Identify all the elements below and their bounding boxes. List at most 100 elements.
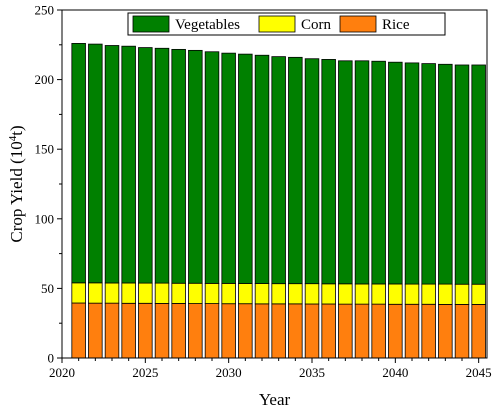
legend-swatch-vegetables — [132, 15, 170, 33]
bar-corn-2038 — [354, 283, 370, 305]
bar-rice-2044 — [454, 304, 470, 359]
y-tick-label-250: 250 — [35, 3, 55, 18]
bar-rice-2034 — [288, 303, 303, 359]
bar-vegetables-2021 — [71, 43, 86, 284]
bar-vegetables-2043 — [438, 63, 453, 285]
bar-corn-2022 — [88, 282, 103, 304]
legend-swatch-corn — [258, 15, 296, 33]
bar-vegetables-2023 — [104, 45, 120, 284]
bar-corn-2042 — [421, 283, 436, 305]
legend-label-corn: Corn — [301, 17, 332, 33]
bar-rice-2021 — [71, 302, 86, 359]
bar-vegetables-2045 — [471, 64, 486, 285]
x-tick-label-2045: 2045 — [466, 365, 492, 380]
bar-corn-2026 — [154, 282, 170, 304]
bar-corn-2043 — [438, 283, 453, 305]
bar-corn-2037 — [338, 283, 353, 305]
bar-rice-2037 — [338, 303, 353, 359]
bar-rice-2029 — [204, 303, 220, 359]
bar-vegetables-2033 — [271, 56, 286, 285]
bar-vegetables-2039 — [371, 60, 386, 285]
bar-corn-2032 — [254, 283, 270, 305]
x-tick-label-2025: 2025 — [132, 365, 158, 380]
y-axis-title-superscript: 4 — [7, 135, 19, 141]
bar-vegetables-2042 — [421, 63, 436, 285]
bar-vegetables-2028 — [188, 49, 203, 284]
bar-vegetables-2037 — [338, 60, 353, 285]
bar-rice-2039 — [371, 303, 386, 359]
y-axis-title-unit: t) — [7, 125, 26, 135]
bar-corn-2031 — [238, 283, 253, 305]
bar-corn-2025 — [138, 282, 153, 304]
x-tick-label-2030: 2030 — [216, 365, 242, 380]
y-tick-label-100: 100 — [35, 211, 55, 226]
y-axis: 0 50 100 150 200 250 — [35, 3, 62, 366]
bar-rice-2043 — [438, 304, 453, 359]
bars-layer — [71, 43, 486, 359]
legend-swatch-rice — [339, 15, 377, 33]
bar-rice-2033 — [271, 303, 286, 359]
bar-corn-2033 — [271, 283, 286, 305]
bar-rice-2026 — [154, 303, 170, 359]
bar-vegetables-2034 — [288, 56, 303, 285]
x-axis: 2020 2025 2030 2035 2040 2045 — [49, 358, 492, 380]
x-tick-label-2040: 2040 — [382, 365, 408, 380]
legend-label-rice: Rice — [382, 17, 410, 33]
bar-corn-2036 — [321, 283, 336, 305]
bar-rice-2045 — [471, 304, 486, 359]
bar-corn-2039 — [371, 283, 386, 305]
bar-rice-2022 — [88, 302, 103, 359]
y-tick-label-50: 50 — [41, 281, 54, 296]
x-tick-label-2020: 2020 — [49, 365, 75, 380]
bar-corn-2035 — [304, 283, 320, 305]
y-axis-title-main: Crop Yield (10 — [7, 141, 26, 242]
bar-rice-2035 — [304, 303, 320, 359]
bar-vegetables-2026 — [154, 47, 170, 284]
bar-vegetables-2027 — [171, 48, 186, 284]
bar-rice-2031 — [238, 303, 253, 359]
bar-vegetables-2044 — [454, 64, 470, 285]
bar-rice-2028 — [188, 303, 203, 359]
bar-rice-2040 — [388, 303, 403, 359]
bar-rice-2032 — [254, 303, 270, 359]
bar-corn-2034 — [288, 283, 303, 305]
x-tick-label-2035: 2035 — [299, 365, 325, 380]
bar-corn-2030 — [221, 282, 236, 305]
bar-rice-2030 — [221, 303, 236, 359]
bar-corn-2024 — [121, 282, 136, 304]
bar-rice-2036 — [321, 303, 336, 359]
bar-rice-2023 — [104, 302, 120, 359]
y-tick-label-200: 200 — [35, 72, 55, 87]
legend-label-vegetables: Vegetables — [175, 17, 240, 33]
y-tick-label-0: 0 — [48, 351, 55, 366]
bar-rice-2025 — [138, 302, 153, 359]
bar-rice-2024 — [121, 302, 136, 359]
bar-rice-2038 — [354, 303, 370, 359]
bar-corn-2023 — [104, 282, 120, 304]
bar-vegetables-2036 — [321, 59, 336, 285]
bar-corn-2040 — [388, 283, 403, 305]
legend: Vegetables Corn Rice — [127, 12, 446, 36]
bar-vegetables-2022 — [88, 43, 103, 284]
bar-corn-2028 — [188, 282, 203, 304]
bar-vegetables-2040 — [388, 61, 403, 285]
bar-vegetables-2032 — [254, 54, 270, 284]
bar-corn-2027 — [171, 282, 186, 304]
bar-rice-2041 — [404, 303, 420, 359]
bar-vegetables-2029 — [204, 51, 220, 284]
x-axis-title: Year — [259, 390, 291, 409]
bar-vegetables-2030 — [221, 52, 236, 284]
bar-corn-2044 — [454, 283, 470, 305]
bar-vegetables-2035 — [304, 58, 320, 285]
bar-corn-2021 — [71, 282, 86, 304]
bar-corn-2041 — [404, 283, 420, 305]
bar-vegetables-2041 — [404, 62, 420, 285]
bar-rice-2042 — [421, 303, 436, 359]
bar-vegetables-2024 — [121, 45, 136, 284]
bar-corn-2029 — [204, 282, 220, 304]
bar-rice-2027 — [171, 303, 186, 359]
bar-vegetables-2025 — [138, 47, 153, 284]
y-tick-label-150: 150 — [35, 142, 55, 157]
bar-vegetables-2031 — [238, 53, 253, 284]
